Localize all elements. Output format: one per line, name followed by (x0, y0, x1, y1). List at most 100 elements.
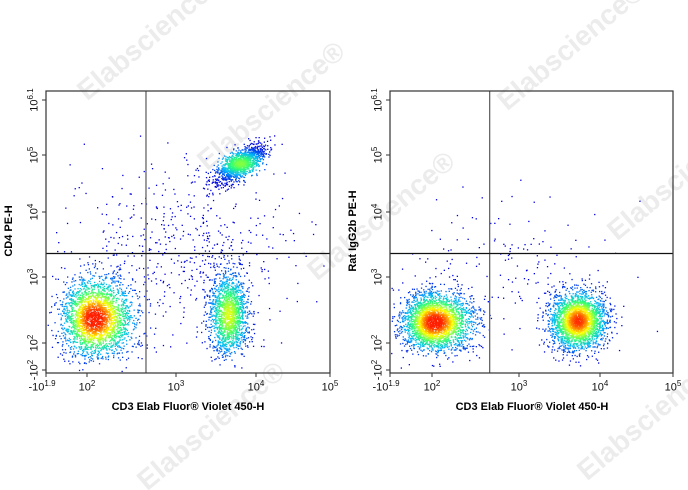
event-dot (97, 353, 99, 355)
event-dot (248, 295, 250, 297)
event-dot (249, 139, 251, 142)
event-dot (94, 259, 96, 262)
event-dot (242, 161, 244, 164)
event-dot (228, 337, 231, 340)
event-dot (230, 187, 232, 189)
event-dot (64, 305, 66, 307)
event-dot (73, 326, 75, 329)
event-dot (242, 149, 244, 151)
event-dot (216, 183, 218, 185)
event-dot (214, 258, 216, 260)
event-dot (77, 324, 79, 326)
event-dot (209, 302, 211, 304)
event-dot (78, 294, 80, 296)
event-dot (243, 172, 245, 175)
event-dot (218, 307, 220, 310)
event-dot (212, 319, 215, 321)
event-dot (248, 158, 250, 160)
event-dot (233, 282, 235, 285)
event-dot (203, 289, 205, 291)
event-dot (230, 173, 232, 175)
event-dot (74, 316, 76, 318)
event-dot (249, 151, 251, 154)
event-dot (63, 351, 65, 354)
event-dot (233, 157, 235, 160)
event-dot (181, 282, 183, 285)
event-dot (232, 239, 234, 241)
event-dot (84, 347, 86, 349)
event-dot (130, 288, 132, 290)
event-dot (241, 168, 243, 170)
event-dot (132, 289, 134, 291)
event-dot (239, 345, 241, 347)
event-dot (237, 331, 240, 334)
event-dot (241, 298, 243, 301)
event-dot (121, 332, 124, 334)
event-dot (212, 295, 214, 297)
event-dot (245, 147, 247, 149)
event-dot (131, 216, 133, 218)
event-dot (217, 343, 219, 346)
event-dot (233, 316, 235, 319)
event-dot (182, 230, 185, 233)
event-dot (72, 322, 74, 324)
event-dot (223, 288, 225, 290)
event-dot (232, 170, 234, 172)
event-dot (246, 311, 249, 313)
event-dot (115, 302, 117, 304)
event-dot (190, 294, 192, 296)
event-dot (76, 337, 78, 339)
event-dot (218, 330, 221, 332)
event-dot (81, 283, 84, 285)
event-dot (83, 296, 85, 298)
event-dot (211, 341, 214, 343)
event-dot (101, 293, 103, 296)
event-dot (132, 279, 134, 281)
event-dot (78, 369, 81, 372)
event-dot (270, 147, 272, 149)
event-dot (214, 346, 216, 349)
event-dot (238, 285, 241, 287)
event-dot (111, 327, 114, 329)
event-dot (80, 302, 83, 304)
event-dot (73, 341, 75, 343)
event-dot (83, 350, 85, 352)
event-dot (218, 300, 221, 303)
event-dot (139, 305, 141, 307)
event-dot (220, 288, 222, 290)
event-dot (227, 355, 229, 357)
event-dot (245, 149, 247, 151)
event-dot (239, 343, 241, 345)
event-dot (218, 181, 220, 183)
event-dot (243, 332, 245, 334)
event-dot (222, 177, 225, 179)
event-dot (167, 237, 170, 239)
event-dot (212, 308, 214, 310)
event-dot (107, 301, 109, 304)
event-dot (218, 295, 220, 298)
event-dot (60, 317, 62, 319)
event-dot (224, 312, 226, 314)
event-dot (123, 338, 125, 340)
event-dot (111, 307, 114, 310)
event-dot (241, 302, 243, 304)
event-dot (250, 153, 252, 155)
event-dot (262, 153, 264, 155)
event-dot (230, 330, 232, 332)
event-dot (100, 292, 102, 295)
event-dot (118, 313, 120, 315)
event-dot (124, 306, 127, 309)
event-dot (63, 311, 65, 313)
event-dot (82, 285, 84, 287)
event-dot (174, 215, 176, 218)
event-dot (263, 148, 266, 150)
event-dot (138, 176, 140, 178)
event-dot (113, 310, 115, 313)
event-dot (249, 171, 252, 173)
event-dot (223, 352, 225, 354)
event-dot (93, 337, 95, 340)
event-dot (239, 296, 242, 298)
event-dot (234, 332, 236, 334)
event-dot (156, 207, 158, 210)
event-dot (187, 205, 189, 207)
